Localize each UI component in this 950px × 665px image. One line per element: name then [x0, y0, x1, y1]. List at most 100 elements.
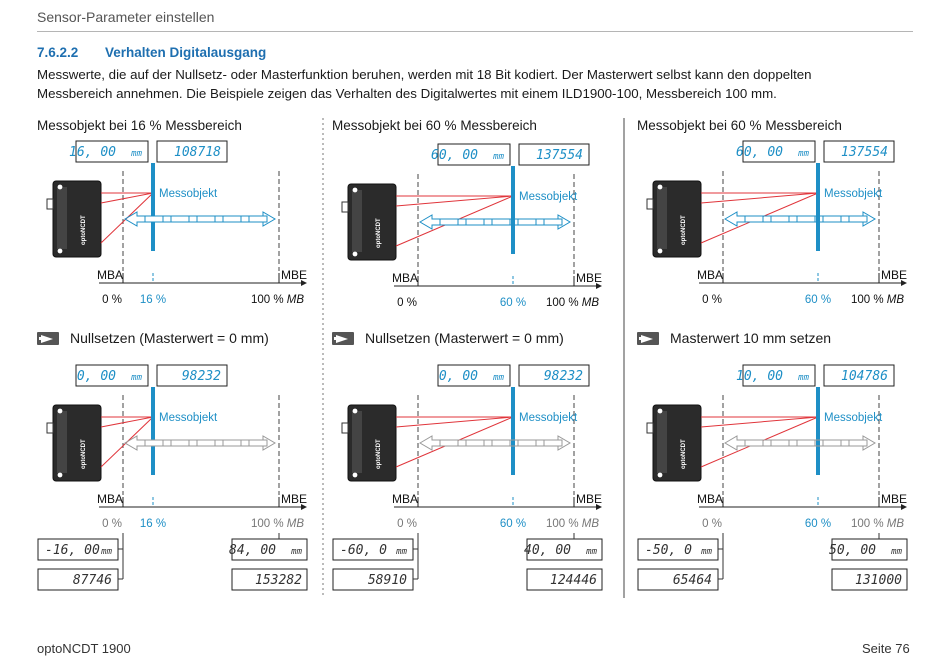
- column-1-display-bottom-mm-value: 0, 00: [77, 369, 116, 384]
- mba-label: MBA: [392, 492, 418, 506]
- mbe-unit: mm: [585, 547, 597, 557]
- mbe-unit: mm: [290, 547, 302, 557]
- column-1-display-bottom-unit: mm: [130, 373, 142, 383]
- measuring-object-label: Messobjekt: [519, 412, 578, 424]
- footer-page-number: Seite 76: [862, 641, 910, 656]
- range-arrow-outline: [419, 214, 571, 230]
- column-3-display-top-mm-value: 60, 00: [736, 145, 783, 160]
- axis-arrowhead: [901, 504, 907, 510]
- column-2-display-bottom-digital-box: [518, 364, 590, 387]
- column-2-display-top-mm-box: [437, 143, 511, 166]
- mbe-digital-value: 153282: [255, 573, 302, 588]
- mba-label: MBA: [392, 271, 418, 285]
- laser-beam: [395, 416, 514, 428]
- laser-beam: [700, 192, 819, 204]
- section-number: 7.6.2.2: [37, 45, 79, 60]
- column-1-display-top-mm-box: [75, 140, 149, 163]
- range-arrow-outline: [724, 435, 876, 451]
- column-3-display-top-unit: mm: [797, 149, 809, 159]
- column-3-display-top-digital-box: [823, 140, 895, 163]
- sensor-1-screw: [57, 408, 63, 414]
- measuring-object: [511, 387, 515, 475]
- sensor-brand-label: optoNCDT: [81, 439, 87, 469]
- footer-product: optoNCDT 1900: [37, 641, 131, 656]
- mba-label: MBA: [697, 492, 723, 506]
- header-rule: [37, 31, 913, 32]
- sensor-1-connector: [46, 198, 54, 210]
- axis-end-label: 100 % MB: [251, 294, 304, 306]
- mba-mm-value: -60, 0: [340, 543, 387, 558]
- range-arrow-segment: [770, 215, 790, 223]
- sensor-3-face: [657, 411, 667, 473]
- axis-arrowhead: [901, 280, 907, 286]
- range-arrow-segment: [222, 439, 242, 447]
- axis-start-label: 0 %: [102, 518, 122, 530]
- laser-beam: [700, 416, 819, 428]
- range-arrow-segment: [543, 439, 563, 447]
- column-1-display-top-mm-value: 16, 00: [69, 145, 116, 160]
- measuring-object: [151, 387, 155, 475]
- mba-digital-value: 87746: [73, 573, 112, 588]
- column-2-display-top-mm-value: 60, 00: [431, 148, 478, 163]
- sensor-3-connector: [646, 198, 654, 210]
- mba-unit: mm: [100, 547, 112, 557]
- sensor-3: optoNCDT: [646, 180, 702, 258]
- sensor-2: optoNCDT: [341, 404, 397, 482]
- column-1-title: Messobjekt bei 16 % Messbereich: [37, 118, 242, 133]
- column-1-display-top-unit: mm: [130, 149, 142, 159]
- range-arrow-segment: [796, 215, 816, 223]
- column-1-display-top-digital-box: [156, 140, 228, 163]
- mbe-mm-box: [526, 538, 603, 561]
- mbe-digital-value: 131000: [855, 573, 902, 588]
- axis-end-unit: MB: [887, 294, 905, 306]
- sensor-3-screw: [657, 184, 663, 190]
- axis-arrowhead: [596, 283, 602, 289]
- range-arrow-segment: [848, 215, 868, 223]
- mbe-label: MBE: [281, 268, 307, 282]
- mbe-label: MBE: [281, 492, 307, 506]
- measuring-object-label: Messobjekt: [159, 188, 218, 200]
- sensor-2-face: [352, 411, 362, 473]
- axis-start-label: 0 %: [397, 518, 417, 530]
- page-header-title: Sensor-Parameter einstellen: [37, 9, 215, 25]
- mba-unit: mm: [395, 547, 407, 557]
- column-1-display-bottom-digital-box: [156, 364, 228, 387]
- column-3-display-bottom-mm-value: 10, 00: [736, 369, 783, 384]
- sensor-1: optoNCDT: [46, 180, 102, 258]
- measuring-object: [816, 387, 820, 475]
- mbe-mm-value: 84, 00: [229, 543, 276, 558]
- sensor-2-screw: [352, 408, 358, 414]
- range-arrow-segment: [822, 215, 842, 223]
- column-3-display-top-digital-value: 137554: [841, 145, 888, 160]
- section-title: Verhalten Digitalausgang: [105, 45, 267, 60]
- mba-label: MBA: [97, 268, 123, 282]
- axis-end-label: 100 % MB: [546, 297, 599, 309]
- axis-end-unit: MB: [582, 297, 600, 309]
- column-2-display-top-unit: mm: [492, 152, 504, 162]
- laser-beam: [395, 195, 514, 207]
- column-3-display-bottom-unit: mm: [797, 373, 809, 383]
- range-arrow-segment: [848, 439, 868, 447]
- mbe-digital-box: [231, 568, 308, 591]
- range-arrow-segment: [491, 218, 511, 226]
- sensor-3-screw: [657, 472, 663, 478]
- column-2-display-top-digital-box: [518, 143, 590, 166]
- mbe-label: MBE: [881, 492, 907, 506]
- axis-end-label: 100 % MB: [546, 518, 599, 530]
- axis-arrowhead: [596, 504, 602, 510]
- sensor-1-screw: [57, 184, 63, 190]
- axis-start-label: 0 %: [397, 297, 417, 309]
- arrow-right-icon: [332, 332, 354, 345]
- range-arrow-segment: [465, 218, 485, 226]
- sensor-brand-label: optoNCDT: [376, 439, 382, 469]
- column-1-display-top-digital-value: 108718: [174, 145, 221, 160]
- mbe-digital-box: [831, 568, 908, 591]
- measuring-object-label: Messobjekt: [159, 412, 218, 424]
- mba-mm-value: -50, 0: [645, 543, 692, 558]
- sensor-1-screw: [57, 472, 63, 478]
- column-3-display-bottom-digital-value: 104786: [841, 369, 888, 384]
- range-arrow-segment: [491, 439, 511, 447]
- axis-end-label: 100 % MB: [251, 518, 304, 530]
- intro-line-1: Messwerte, die auf der Nullsetz- oder Ma…: [37, 67, 812, 82]
